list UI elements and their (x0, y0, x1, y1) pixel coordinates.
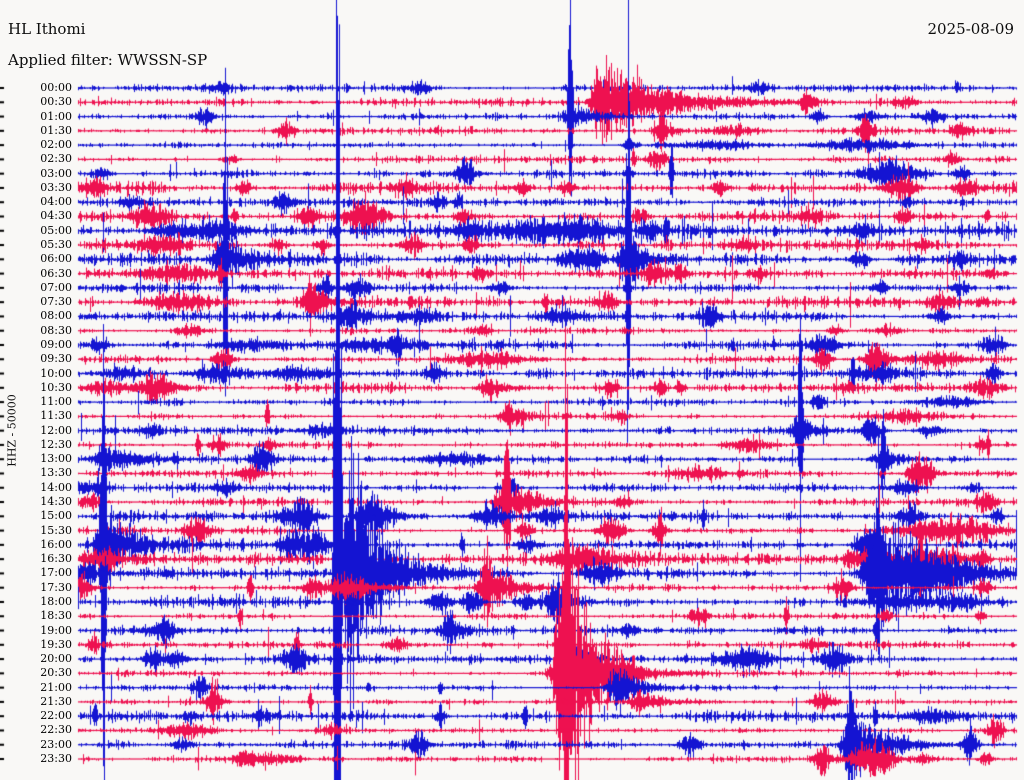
time-label: 17:00 (40, 566, 72, 580)
time-label: 12:00 (40, 423, 72, 437)
time-label: 04:30 (40, 209, 72, 223)
time-label: 22:30 (40, 723, 72, 737)
time-label: 08:00 (40, 309, 72, 323)
time-label: 07:00 (40, 280, 72, 294)
time-label: 21:00 (40, 680, 72, 694)
time-label: 17:30 (40, 580, 72, 594)
y-axis-label: HHZ - 50000 (5, 394, 19, 467)
time-label: 20:00 (40, 652, 72, 666)
time-label: 20:30 (40, 666, 72, 680)
time-label: 18:00 (40, 594, 72, 608)
time-label: 06:00 (40, 252, 72, 266)
time-label: 15:30 (40, 523, 72, 537)
time-label: 23:00 (40, 737, 72, 751)
time-label: 08:30 (40, 323, 72, 337)
time-label: 07:30 (40, 295, 72, 309)
record-date: 2025-08-09 (927, 20, 1014, 38)
time-label: 01:30 (40, 123, 72, 137)
time-label: 10:00 (40, 366, 72, 380)
time-label: 13:30 (40, 466, 72, 480)
time-label: 12:30 (40, 437, 72, 451)
time-label: 04:00 (40, 195, 72, 209)
time-label: 16:00 (40, 537, 72, 551)
time-label: 05:30 (40, 238, 72, 252)
time-label: 11:00 (40, 395, 72, 409)
time-label: 23:30 (40, 752, 72, 766)
time-label: 05:00 (40, 223, 72, 237)
time-label: 19:00 (40, 623, 72, 637)
time-label: 01:00 (40, 109, 72, 123)
time-label: 02:00 (40, 138, 72, 152)
time-label: 21:30 (40, 694, 72, 708)
time-label: 15:00 (40, 509, 72, 523)
time-label: 18:30 (40, 609, 72, 623)
station-title: HL Ithomi (8, 20, 86, 38)
time-label: 03:00 (40, 166, 72, 180)
time-label: 14:30 (40, 495, 72, 509)
time-label: 06:30 (40, 266, 72, 280)
time-label: 02:30 (40, 152, 72, 166)
time-label: 09:00 (40, 337, 72, 351)
time-label: 14:00 (40, 480, 72, 494)
time-label: 16:30 (40, 552, 72, 566)
time-label: 22:00 (40, 709, 72, 723)
time-label: 00:30 (40, 95, 72, 109)
filter-label: Applied filter: WWSSN-SP (8, 51, 208, 69)
time-label: 10:30 (40, 380, 72, 394)
time-label: 11:30 (40, 409, 72, 423)
time-label: 19:30 (40, 637, 72, 651)
time-label: 13:00 (40, 452, 72, 466)
time-label: 09:30 (40, 352, 72, 366)
time-label: 03:30 (40, 180, 72, 194)
time-label: 00:00 (40, 81, 72, 94)
